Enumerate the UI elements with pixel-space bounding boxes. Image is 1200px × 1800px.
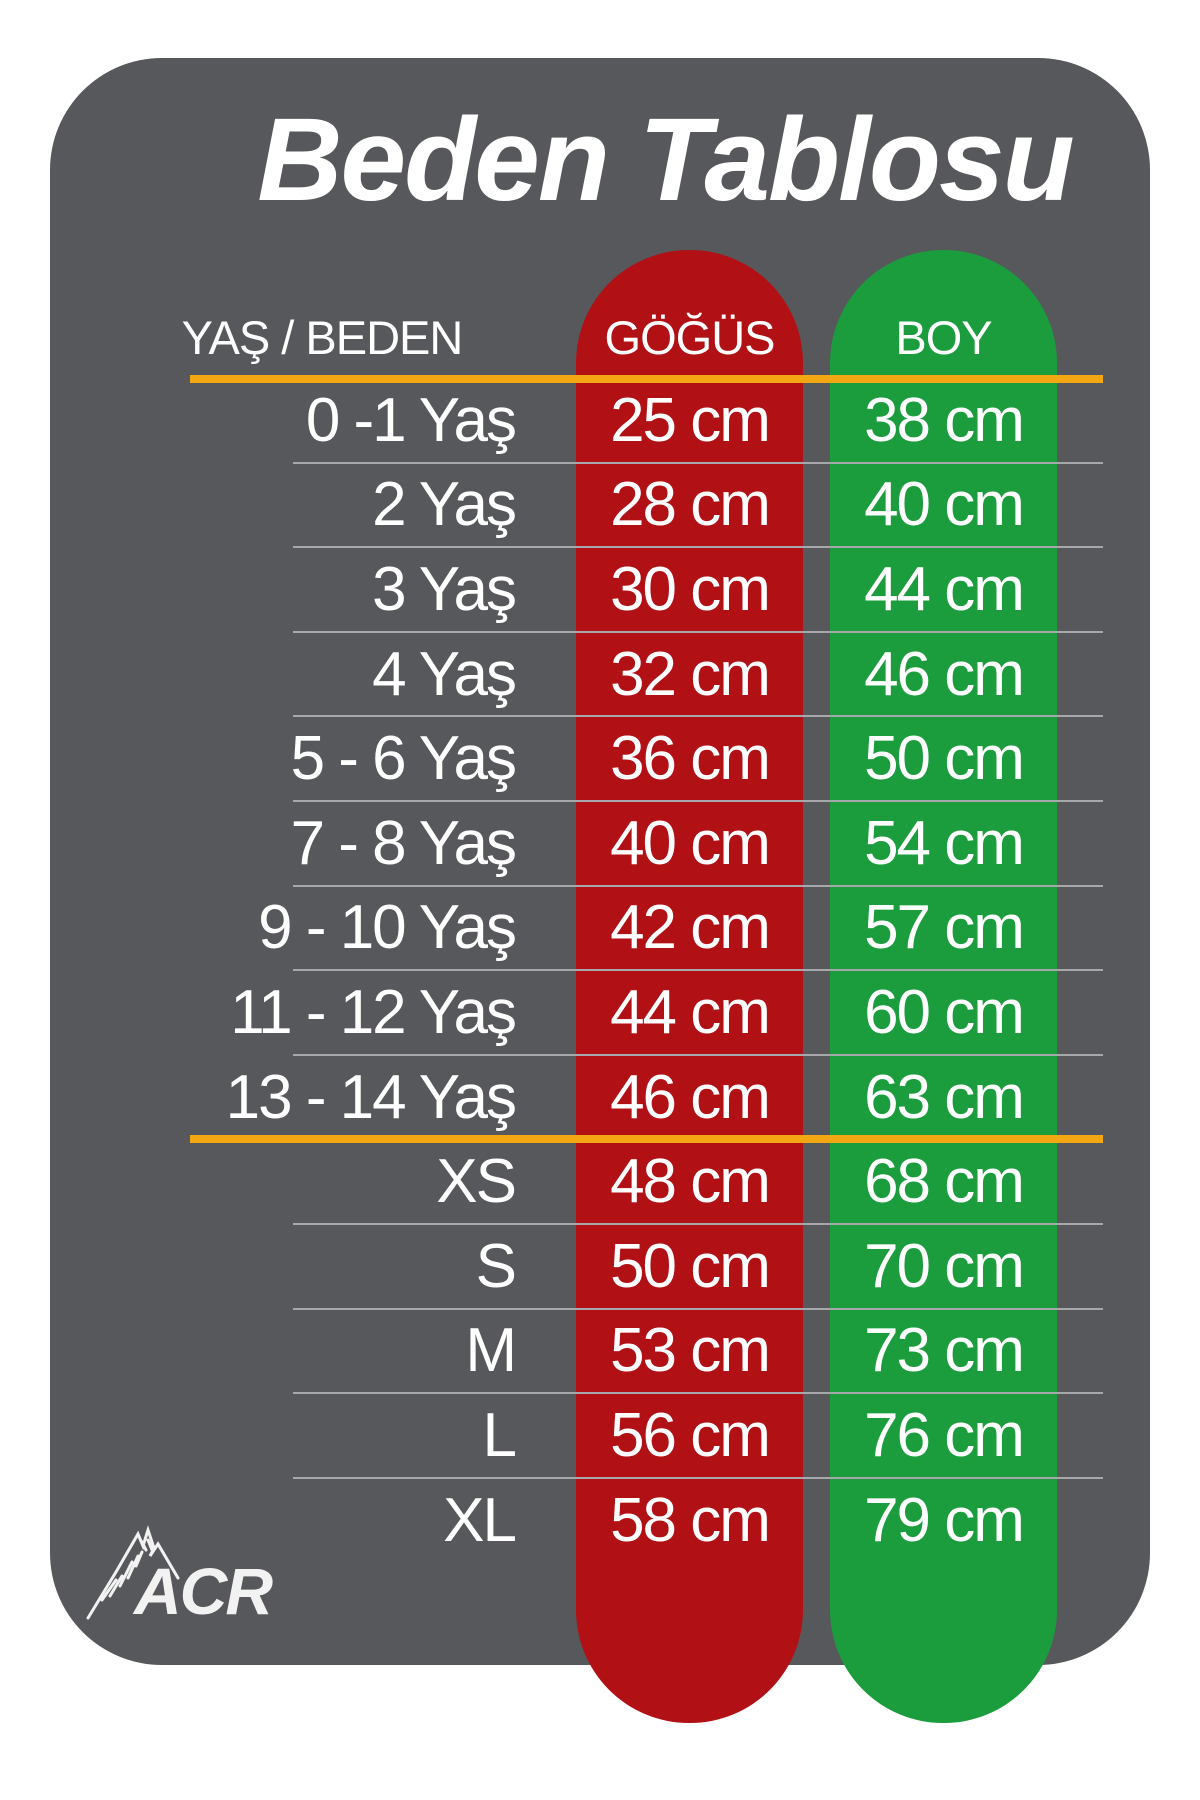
header-chest: GÖĞÜS bbox=[604, 310, 776, 364]
chest-value: 42 cm bbox=[610, 893, 771, 963]
height-value: 44 cm bbox=[864, 554, 1025, 624]
height-value: 60 cm bbox=[864, 977, 1025, 1047]
height-value: 70 cm bbox=[864, 1231, 1025, 1301]
chest-value: 48 cm bbox=[610, 1147, 771, 1217]
height-value: 54 cm bbox=[864, 808, 1025, 878]
table-row: XS 48 cm 68 cm bbox=[0, 1139, 1200, 1225]
row-label: L bbox=[482, 1400, 517, 1470]
page-title: Beden Tablosu bbox=[257, 94, 1074, 226]
table-row: XL 58 cm 79 cm bbox=[0, 1478, 1200, 1563]
row-label: 3 Yaş bbox=[372, 554, 517, 624]
chest-value: 56 cm bbox=[610, 1400, 771, 1470]
logo-text: ACR bbox=[132, 1554, 273, 1625]
chest-value: 25 cm bbox=[610, 385, 771, 455]
table-row: M 53 cm 73 cm bbox=[0, 1309, 1200, 1394]
kids-adults-divider-line bbox=[190, 1135, 1103, 1143]
row-label: 5 - 6 Yaş bbox=[290, 724, 517, 794]
chest-value: 58 cm bbox=[610, 1485, 771, 1555]
height-value: 38 cm bbox=[864, 385, 1025, 455]
height-value: 68 cm bbox=[864, 1147, 1025, 1217]
chest-value: 36 cm bbox=[610, 724, 771, 794]
chest-value: 32 cm bbox=[610, 639, 771, 709]
row-label: 7 - 8 Yaş bbox=[290, 808, 517, 878]
header-height: BOY bbox=[895, 310, 992, 364]
row-label: 4 Yaş bbox=[372, 639, 517, 709]
height-value: 79 cm bbox=[864, 1485, 1025, 1555]
table-row: 13 - 14 Yaş 46 cm 63 cm bbox=[0, 1055, 1200, 1140]
row-label: 11 - 12 Yaş bbox=[230, 977, 517, 1047]
row-label: 13 - 14 Yaş bbox=[225, 1062, 517, 1132]
chest-value: 53 cm bbox=[610, 1316, 771, 1386]
row-label: XS bbox=[436, 1147, 517, 1217]
table-row: S 50 cm 70 cm bbox=[0, 1224, 1200, 1310]
row-label: 9 - 10 Yaş bbox=[258, 893, 517, 963]
chest-value: 50 cm bbox=[610, 1231, 771, 1301]
row-label: M bbox=[465, 1316, 517, 1386]
height-value: 40 cm bbox=[864, 470, 1025, 540]
chest-value: 28 cm bbox=[610, 470, 771, 540]
row-label: 0 -1 Yaş bbox=[305, 385, 517, 455]
table-row: 9 - 10 Yaş 42 cm 57 cm bbox=[0, 886, 1200, 971]
table-row: 0 -1 Yaş 25 cm 38 cm bbox=[0, 378, 1200, 464]
table-row: 7 - 8 Yaş 40 cm 54 cm bbox=[0, 801, 1200, 887]
height-value: 63 cm bbox=[864, 1062, 1025, 1132]
acr-logo: ACR bbox=[82, 1520, 322, 1630]
height-value: 57 cm bbox=[864, 893, 1025, 963]
table-row: 11 - 12 Yaş 44 cm 60 cm bbox=[0, 970, 1200, 1056]
height-value: 73 cm bbox=[864, 1316, 1025, 1386]
height-value: 50 cm bbox=[864, 724, 1025, 794]
height-value: 46 cm bbox=[864, 639, 1025, 709]
height-value: 76 cm bbox=[864, 1400, 1025, 1470]
size-table: 0 -1 Yaş 25 cm 38 cm 2 Yaş 28 cm 40 cm 3… bbox=[0, 378, 1200, 1562]
header-divider-line bbox=[190, 375, 1103, 383]
header-age-size: YAŞ / BEDEN bbox=[181, 310, 464, 364]
table-row: L 56 cm 76 cm bbox=[0, 1393, 1200, 1479]
row-label: S bbox=[475, 1231, 517, 1301]
chest-value: 44 cm bbox=[610, 977, 771, 1047]
table-header-row: YAŞ / BEDEN GÖĞÜS BOY bbox=[0, 305, 1200, 369]
mountain-icon: ACR bbox=[86, 1525, 275, 1628]
chest-value: 30 cm bbox=[610, 554, 771, 624]
table-row: 5 - 6 Yaş 36 cm 50 cm bbox=[0, 716, 1200, 802]
table-row: 3 Yaş 30 cm 44 cm bbox=[0, 547, 1200, 633]
chest-value: 40 cm bbox=[610, 808, 771, 878]
table-row: 4 Yaş 32 cm 46 cm bbox=[0, 632, 1200, 717]
row-label: 2 Yaş bbox=[372, 470, 517, 540]
chest-value: 46 cm bbox=[610, 1062, 771, 1132]
row-label: XL bbox=[443, 1485, 517, 1555]
table-row: 2 Yaş 28 cm 40 cm bbox=[0, 463, 1200, 548]
